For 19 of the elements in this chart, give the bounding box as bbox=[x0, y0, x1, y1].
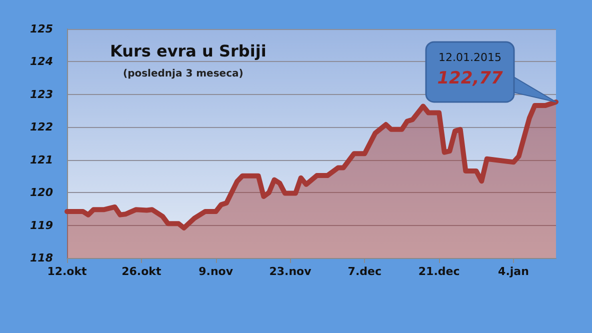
text: Kurs evra u Srbiji bbox=[110, 42, 266, 60]
y-tick-label: 124 bbox=[30, 55, 53, 68]
y-tick-label: 123 bbox=[30, 88, 54, 101]
y-tick-label: 118 bbox=[30, 252, 54, 264]
x-tick-label: 21.dec bbox=[418, 265, 460, 278]
x-tick-label: 23.nov bbox=[269, 265, 312, 278]
x-tick-label: 12.okt bbox=[47, 265, 87, 278]
y-tick-label: 119 bbox=[30, 218, 54, 232]
x-tick-label: 4.jan bbox=[498, 265, 529, 278]
x-tick-label: 26.okt bbox=[122, 265, 162, 278]
x-tick-label: 7.dec bbox=[348, 265, 382, 278]
annotation: 122,77 bbox=[437, 68, 503, 88]
y-tick-label: 122 bbox=[30, 120, 54, 134]
x-tick-label: 9.nov bbox=[198, 265, 234, 278]
y-tick-label: 121 bbox=[30, 153, 53, 166]
text: (poslednja 3 meseca) bbox=[123, 68, 244, 80]
y-tick-label: 120 bbox=[30, 186, 54, 200]
y-tick-label: 125 bbox=[30, 22, 54, 36]
annotation: 12.01.2015 bbox=[438, 50, 502, 64]
